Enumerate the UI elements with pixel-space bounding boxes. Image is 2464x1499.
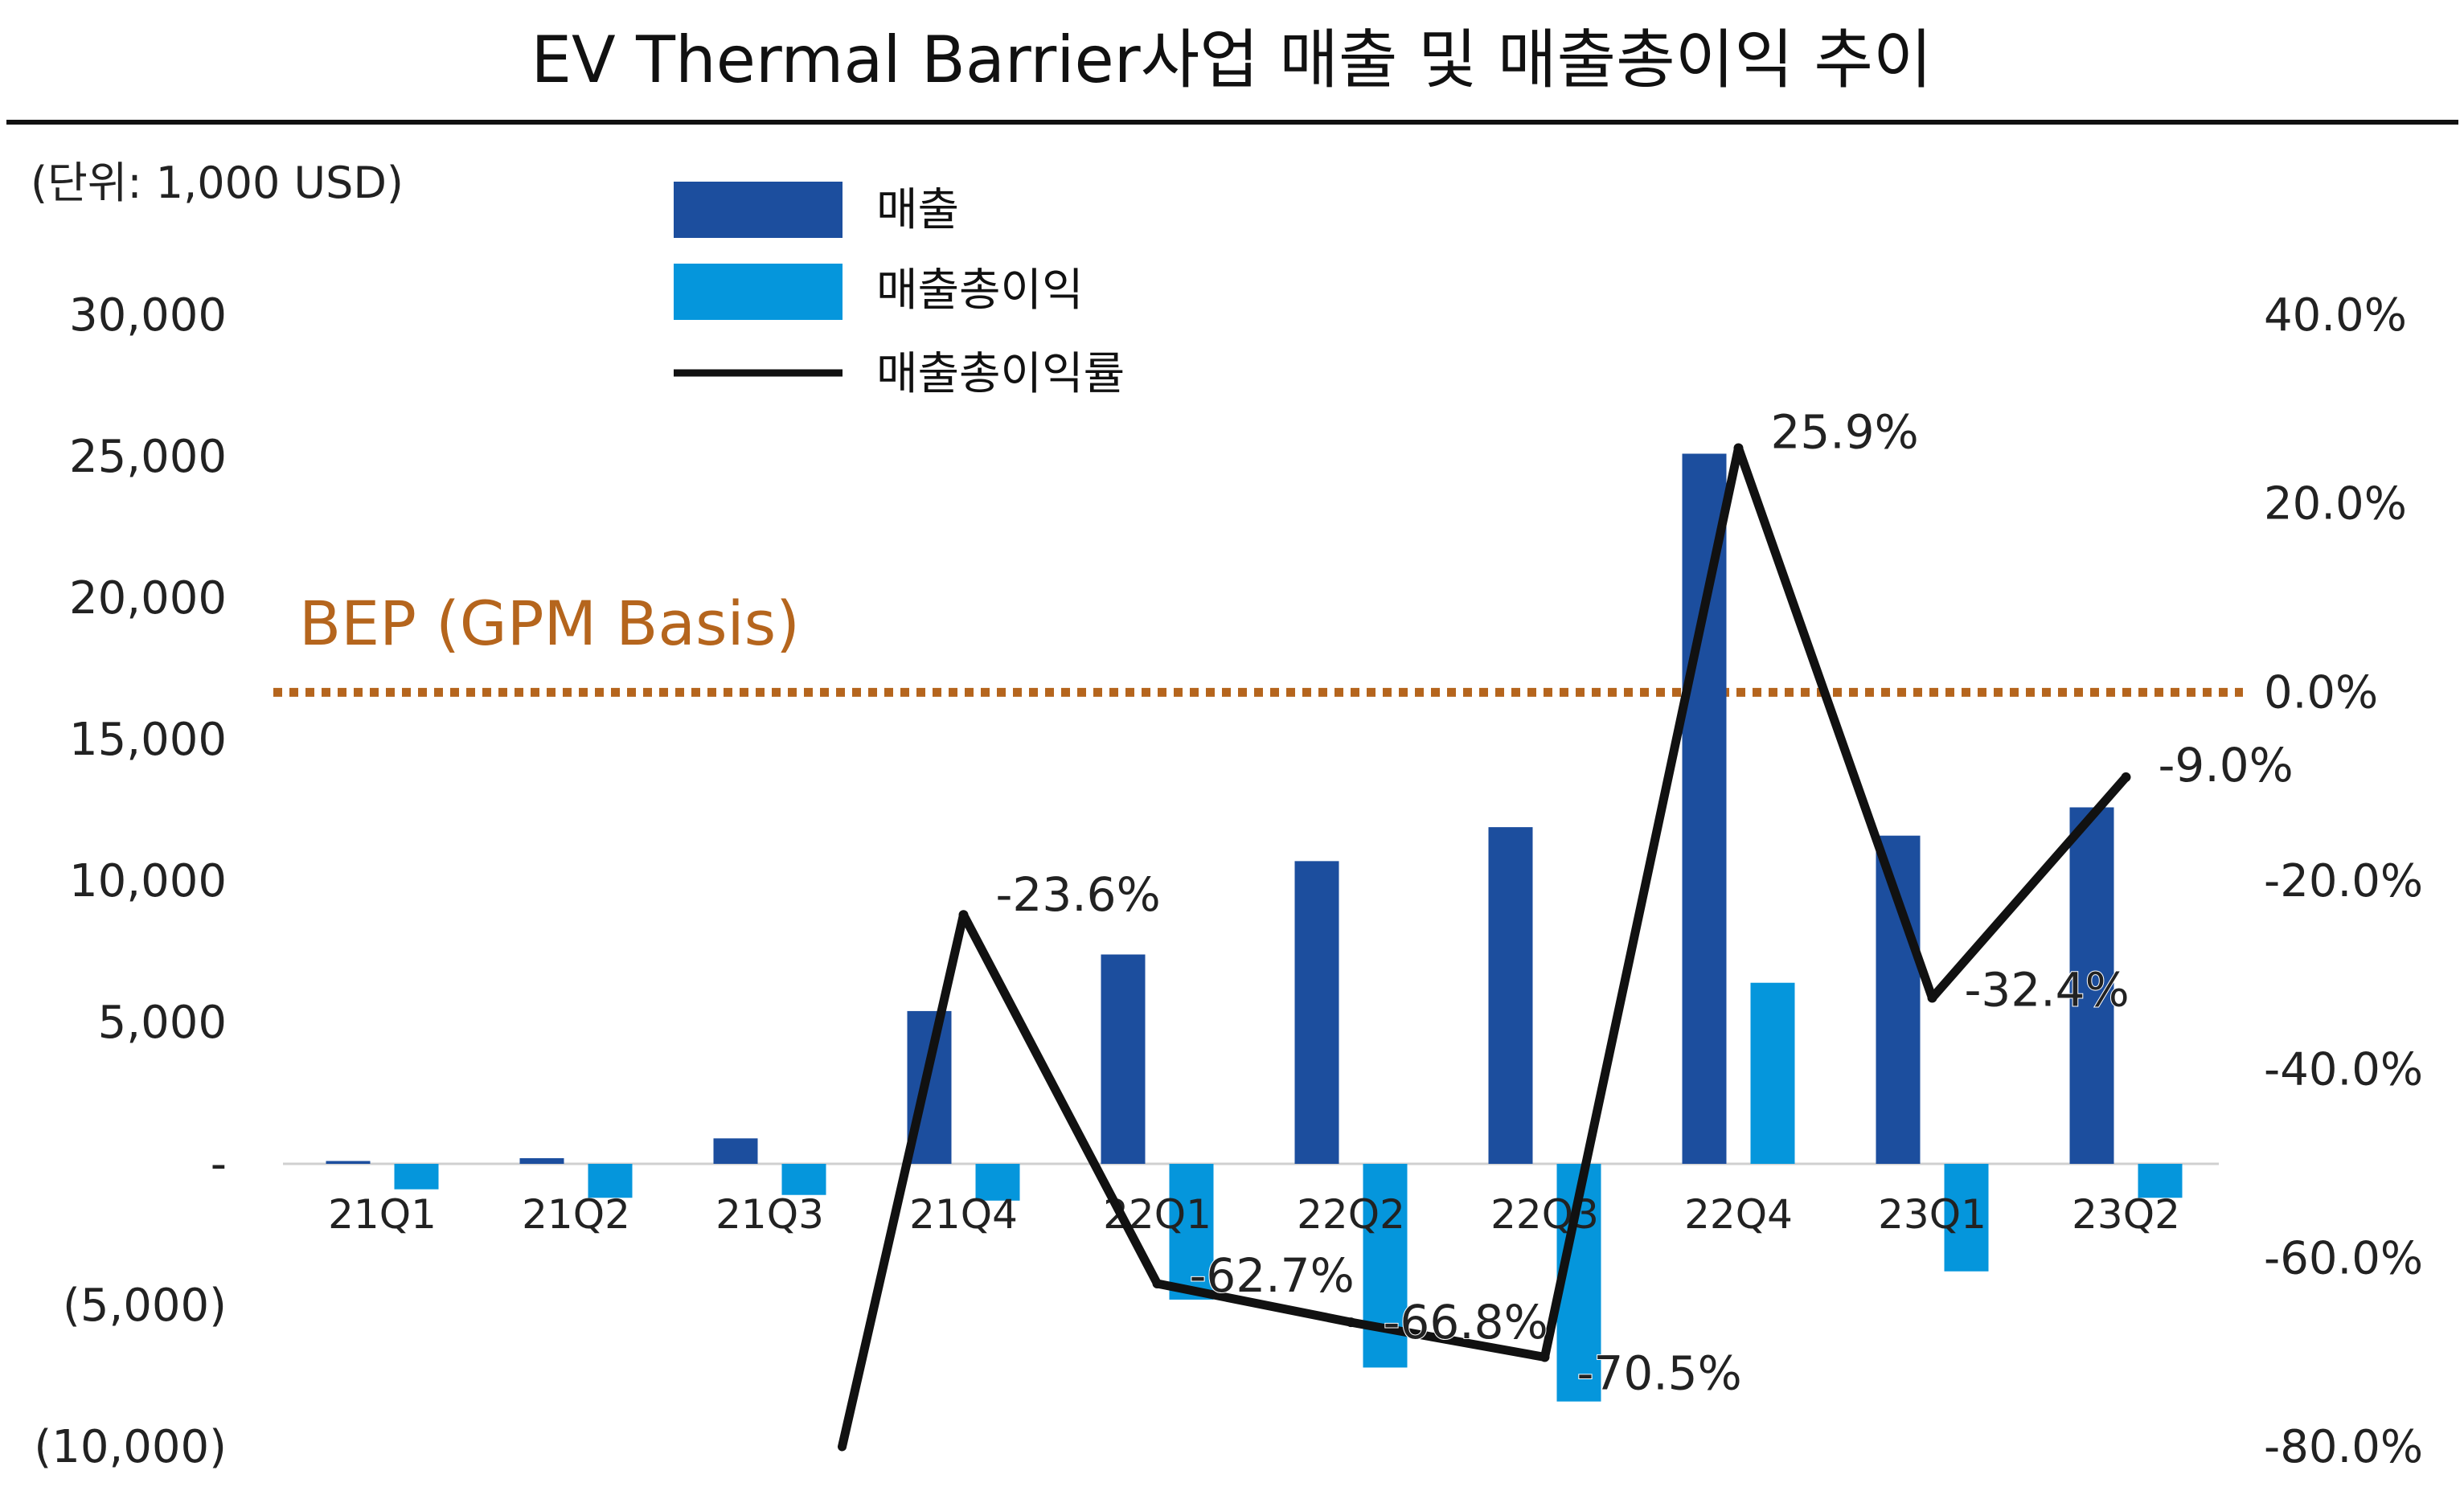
x-tick-label: 21Q4 [909, 1191, 1018, 1238]
revenue-bar [713, 1138, 758, 1164]
legend: 매출 매출총이익 매출총이익률 [674, 182, 1125, 400]
margin-point [1733, 443, 1744, 453]
y-right-tick-label: 40.0% [2264, 289, 2407, 342]
x-tick-label: 21Q3 [715, 1191, 824, 1238]
revenue-bar [1294, 861, 1339, 1164]
y-left-tick-label: 5,000 [98, 997, 227, 1049]
revenue-bar [1101, 954, 1146, 1164]
y-right-tick-label: 20.0% [2264, 478, 2407, 530]
y-left-tick-label: - [211, 1138, 227, 1190]
legend-swatch-revenue [674, 182, 843, 238]
x-tick-label: 22Q4 [1684, 1191, 1793, 1238]
x-tick-label: 22Q2 [1297, 1191, 1405, 1238]
margin-point [2121, 772, 2131, 782]
margin-data-label: -66.8% [1384, 1295, 1548, 1350]
x-tick-label: 21Q1 [328, 1191, 437, 1238]
y-left-tick-label: 15,000 [69, 714, 227, 766]
x-tick-label: 23Q2 [2072, 1191, 2180, 1238]
y-left-tick-label: 10,000 [69, 855, 227, 907]
y-left-tick-label: (5,000) [63, 1280, 227, 1332]
revenue-bar [1488, 827, 1533, 1164]
margin-point [1927, 993, 1937, 1003]
margin-data-label: -23.6% [996, 867, 1161, 922]
y-right-tick-label: -20.0% [2264, 855, 2423, 907]
y-right-tick-label: -80.0% [2264, 1421, 2423, 1473]
margin-data-label: -32.4% [1965, 962, 2130, 1017]
y-left-tick-label: 25,000 [69, 431, 227, 483]
gross-profit-bar [1750, 982, 1795, 1164]
legend-label-margin: 매출총이익률 [876, 348, 1125, 400]
gross-profit-bar [588, 1164, 633, 1198]
y-left-tick-label: 30,000 [69, 289, 227, 342]
y-right-tick-label: 0.0% [2264, 666, 2378, 719]
margin-data-label: -62.7% [1190, 1248, 1355, 1303]
margin-point [1152, 1279, 1162, 1289]
revenue-bar [519, 1157, 564, 1164]
x-tick-label: 21Q2 [522, 1191, 630, 1238]
legend-label-revenue: 매출 [876, 184, 959, 236]
revenue-bar [1876, 835, 1921, 1164]
margin-point [1346, 1317, 1356, 1328]
gross-profit-bar [1944, 1164, 1989, 1272]
bep-label: BEP (GPM Basis) [299, 588, 800, 659]
margin-data-label: 25.9% [1771, 404, 1919, 459]
y-left-tick-label: 20,000 [69, 572, 227, 625]
gross-profit-bar [1169, 1164, 1214, 1300]
y-right-tick-label: -40.0% [2264, 1044, 2423, 1096]
revenue-bar [326, 1161, 371, 1164]
gross-profit-bar [975, 1164, 1020, 1201]
revenue-bar [1682, 453, 1727, 1164]
x-tick-label: 23Q1 [1878, 1191, 1986, 1238]
legend-swatch-gross-profit [674, 264, 843, 320]
gross-profit-bar [781, 1164, 826, 1195]
gross-profit-bar [2138, 1164, 2183, 1198]
revenue-bar [2069, 807, 2114, 1164]
margin-line [838, 443, 2130, 1452]
chart-title: EV Thermal Barrier사업 매출 및 매출총이익 추이 [531, 23, 1932, 97]
plot-area: 30,000 25,000 20,000 15,000 10,000 5,000 - (5,0… [34, 289, 2423, 1473]
gross-profit-bar [394, 1164, 439, 1190]
y-right-tick-label: -60.0% [2264, 1232, 2423, 1284]
y-left-tick-label: (10,000) [34, 1421, 227, 1473]
legend-label-gross-profit: 매출총이익 [876, 264, 1084, 317]
unit-label: (단위: 1,000 USD) [31, 158, 404, 208]
margin-point [958, 910, 969, 920]
margin-data-label: -70.5% [1577, 1346, 1742, 1401]
margin-point [1539, 1352, 1550, 1362]
margin-data-label: -9.0% [2159, 738, 2294, 793]
